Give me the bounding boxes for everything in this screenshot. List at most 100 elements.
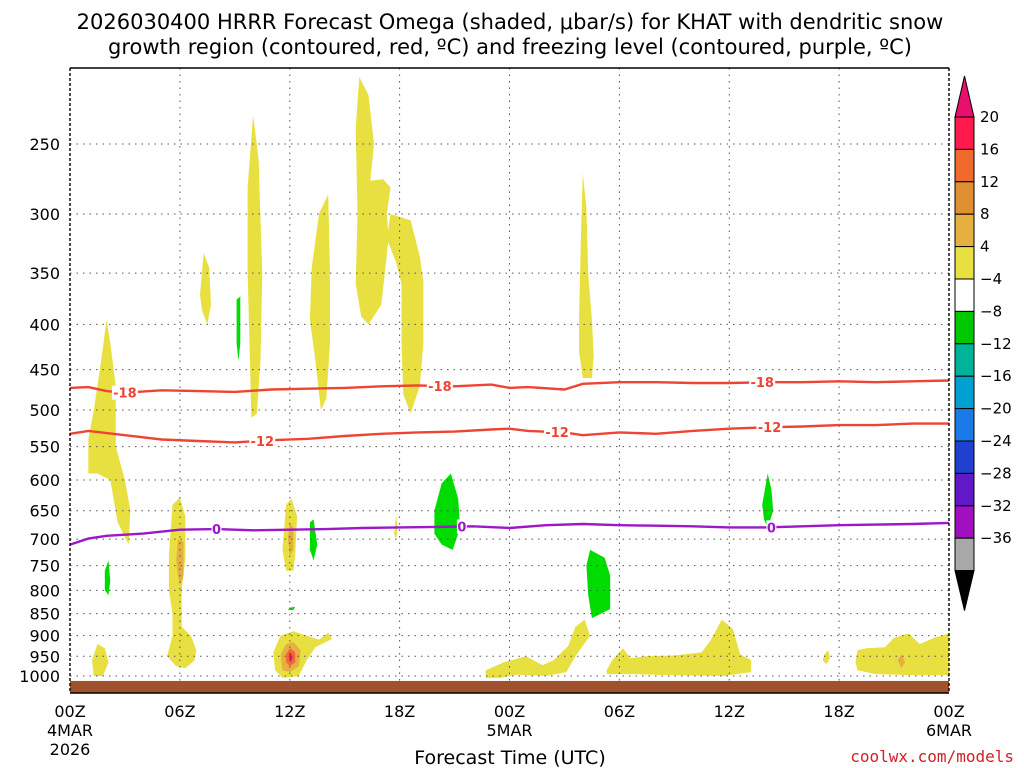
y-tick-label-700: 700: [29, 530, 60, 549]
x-tick-label-24: 00Z: [494, 702, 525, 721]
contour-label-2-0: 0: [212, 523, 221, 538]
y-tick-label-400: 400: [29, 315, 60, 334]
contour-label-0-1: -18: [428, 380, 452, 395]
gridlines: [70, 68, 949, 693]
contour-label-bg-0-1: [426, 378, 453, 393]
colorbar-label-3: 8: [980, 205, 990, 223]
omega-region-up-4-8-5: [386, 214, 424, 414]
colorbar-swatch-10: [954, 440, 975, 474]
omega-region-up-4-8-14: [822, 650, 830, 665]
colorbar-bottom-arrow: [954, 570, 975, 611]
omega-region-up-4-8-8: [92, 644, 109, 676]
x-axis-label: Forecast Time (UTC): [414, 747, 605, 768]
contour-label-1-1: -12: [545, 426, 569, 441]
colorbar-label-12: −32: [980, 497, 1012, 515]
x-tick-label-30: 06Z: [604, 702, 635, 721]
contour-line-2: [69, 521, 950, 546]
omega-region-up-4-8-1: [247, 115, 263, 418]
contour-label-bg-0-2: [749, 375, 776, 390]
ground-layer: [70, 680, 949, 693]
y-tick-label-950: 950: [29, 647, 60, 666]
colorbar-swatch-8: [954, 375, 975, 410]
colorbar-label-5: −4: [980, 270, 1002, 288]
y-tick-label-250: 250: [29, 135, 60, 154]
omega-region-up-4-8-13: [606, 619, 752, 676]
y-tick-label-850: 850: [29, 605, 60, 624]
omega-region-down-4-8-23: [104, 560, 111, 596]
contour-line-0: [69, 379, 950, 394]
contour-label-1-2: -12: [758, 421, 782, 436]
omega-region-up-4-8-4: [355, 77, 391, 325]
x-tick-label-6: 06Z: [164, 702, 195, 721]
colorbar-label-4: 4: [980, 238, 990, 256]
colorbar-swatch-7: [954, 343, 975, 377]
omega-region-up-8-12-19: [897, 654, 906, 669]
colorbar-top-arrow: [954, 75, 975, 118]
colorbar-swatch-3: [954, 213, 975, 248]
y-tick-label-600: 600: [29, 471, 60, 490]
y-tick-label-350: 350: [29, 264, 60, 283]
colorbar-label-7: −12: [980, 335, 1012, 353]
y-tick-label-650: 650: [29, 502, 60, 521]
contour-label-bg-1-0: [249, 433, 276, 448]
temperature-contours: -18 -18 -18 -12 -12 -12 0 0 0: [69, 375, 950, 546]
omega-region-up-gt20-21: [288, 652, 293, 663]
omega-region-up-4-8-0: [88, 319, 131, 545]
contour-label-bg-0-0: [111, 385, 138, 400]
contour-line-1: [69, 422, 949, 444]
omega-region-down-4-8-27: [586, 549, 611, 619]
colorbar-swatch-2: [954, 181, 975, 215]
colorbar-swatch-11: [954, 472, 975, 507]
contour-label-bg-1-2: [756, 420, 783, 435]
contour-label-2-2: 0: [767, 521, 776, 536]
omega-region-up-4-8-15: [855, 633, 949, 676]
omega-region-down-4-8-26: [434, 473, 461, 550]
omega-region-down-4-8-25: [287, 606, 296, 610]
omega-region-up-4-8-3: [309, 194, 330, 410]
contour-label-bg-2-0: [211, 522, 222, 537]
contour-label-0-0: -18: [113, 387, 137, 402]
contour-label-0-2: -18: [750, 376, 774, 391]
colorbar-label-1: 16: [980, 140, 999, 158]
contour-label-bg-2-1: [456, 519, 467, 534]
x-tick-year-0: 2026: [50, 740, 91, 759]
contour-label-bg-2-2: [766, 520, 777, 535]
contour-label-1-0: -12: [251, 435, 275, 450]
chart-title-line-1: 2026030400 HRRR Forecast Omega (shaded, …: [77, 10, 944, 34]
colorbar-swatch-4: [954, 246, 975, 280]
x-tick-label-0: 00Z: [54, 702, 85, 721]
chart-title-line-2: growth region (contoured, red, ºC) and f…: [108, 35, 912, 59]
x-tick-date-0: 4MAR: [47, 721, 93, 740]
colorbar-label-10: −24: [980, 432, 1012, 450]
y-tick-label-550: 550: [29, 438, 60, 457]
x-tick-label-42: 18Z: [823, 702, 854, 721]
colorbar-label-2: 12: [980, 173, 999, 191]
omega-region-down-4-8-28: [762, 473, 774, 528]
y-tick-label-800: 800: [29, 581, 60, 600]
x-tick-date-24: 5MAR: [486, 721, 532, 740]
colorbar-legend: 20 16 12 8 4 −4 −8 −12 −16 −20 −24 −28 −32 −36: [954, 75, 1012, 611]
y-axis: 250 300 350 400 450 500 550 600 650 700 750 800 850 9…: [19, 135, 60, 686]
y-tick-label-300: 300: [29, 205, 60, 224]
colorbar-swatch-9: [954, 408, 975, 442]
colorbar-label-8: −16: [980, 367, 1012, 385]
contour-label-bg-1-1: [544, 425, 571, 440]
x-tick-date-48: 6MAR: [926, 721, 972, 740]
colorbar-label-13: −36: [980, 529, 1012, 547]
x-tick-label-36: 12Z: [714, 702, 745, 721]
y-tick-label-900: 900: [29, 627, 60, 646]
y-tick-label-1000: 1000: [19, 667, 60, 686]
colorbar-label-9: −20: [980, 400, 1012, 418]
omega-region-up-4-8-2: [200, 252, 211, 325]
omega-region-up-4-8-7: [167, 497, 197, 669]
x-tick-label-12: 12Z: [274, 702, 305, 721]
omega-region-up-4-8-12: [485, 619, 591, 678]
colorbar-swatch-1: [954, 148, 975, 183]
plot-frame: [69, 67, 950, 694]
omega-region-down-4-8-22: [236, 296, 241, 361]
colorbar-swatch-13: [954, 537, 975, 572]
colorbar-swatch-0: [954, 116, 975, 150]
y-tick-label-450: 450: [29, 361, 60, 380]
